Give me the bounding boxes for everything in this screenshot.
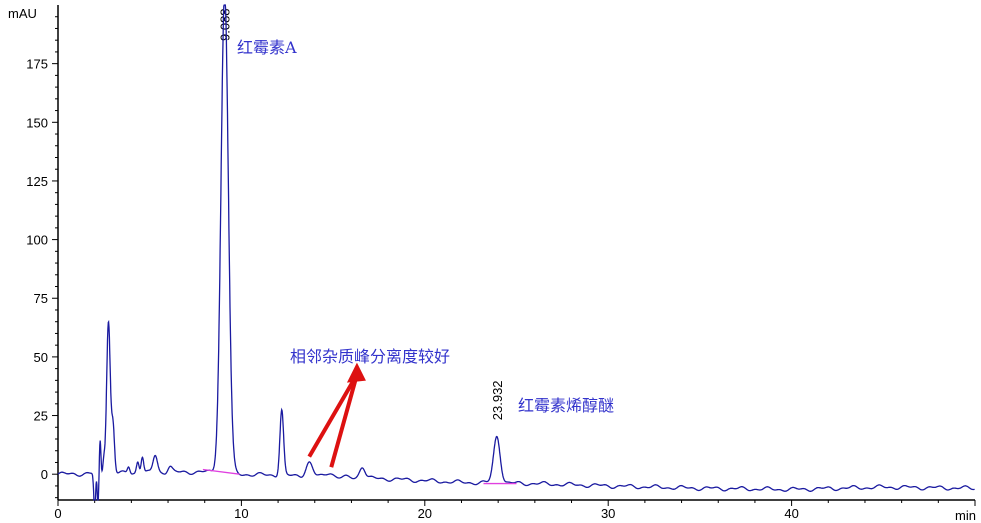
y-tick-label: 100 <box>26 233 48 248</box>
x-tick-label: 20 <box>418 506 432 521</box>
y-tick-label: 150 <box>26 115 48 130</box>
x-tick-label: 10 <box>234 506 248 521</box>
peak-label-23932: 23.932 <box>490 380 505 420</box>
arrow-head <box>346 362 366 383</box>
x-tick-label: 0 <box>54 506 61 521</box>
annotation-impurity: 相邻杂质峰分离度较好 <box>290 347 450 366</box>
x-tick-label: 40 <box>784 506 798 521</box>
red-arrow <box>307 373 359 458</box>
x-tick-label: 30 <box>601 506 615 521</box>
x-axis-label: min <box>955 508 976 523</box>
red-arrow <box>329 374 359 468</box>
annotation-enol-ether: 红霉素烯醇醚 <box>518 396 614 415</box>
signal-trace <box>57 4 975 501</box>
peak-label-9088: 9.088 <box>218 8 233 41</box>
y-tick-label: 75 <box>34 291 48 306</box>
y-tick-label: 0 <box>41 467 48 482</box>
annotation-peak-a: 红霉素A <box>237 38 297 57</box>
y-tick-label: 125 <box>26 174 48 189</box>
y-axis-label: mAU <box>8 6 37 21</box>
y-tick-label: 50 <box>34 350 48 365</box>
integration-baseline <box>202 468 240 475</box>
y-tick-label: 25 <box>34 409 48 424</box>
y-tick-label: 175 <box>26 57 48 72</box>
